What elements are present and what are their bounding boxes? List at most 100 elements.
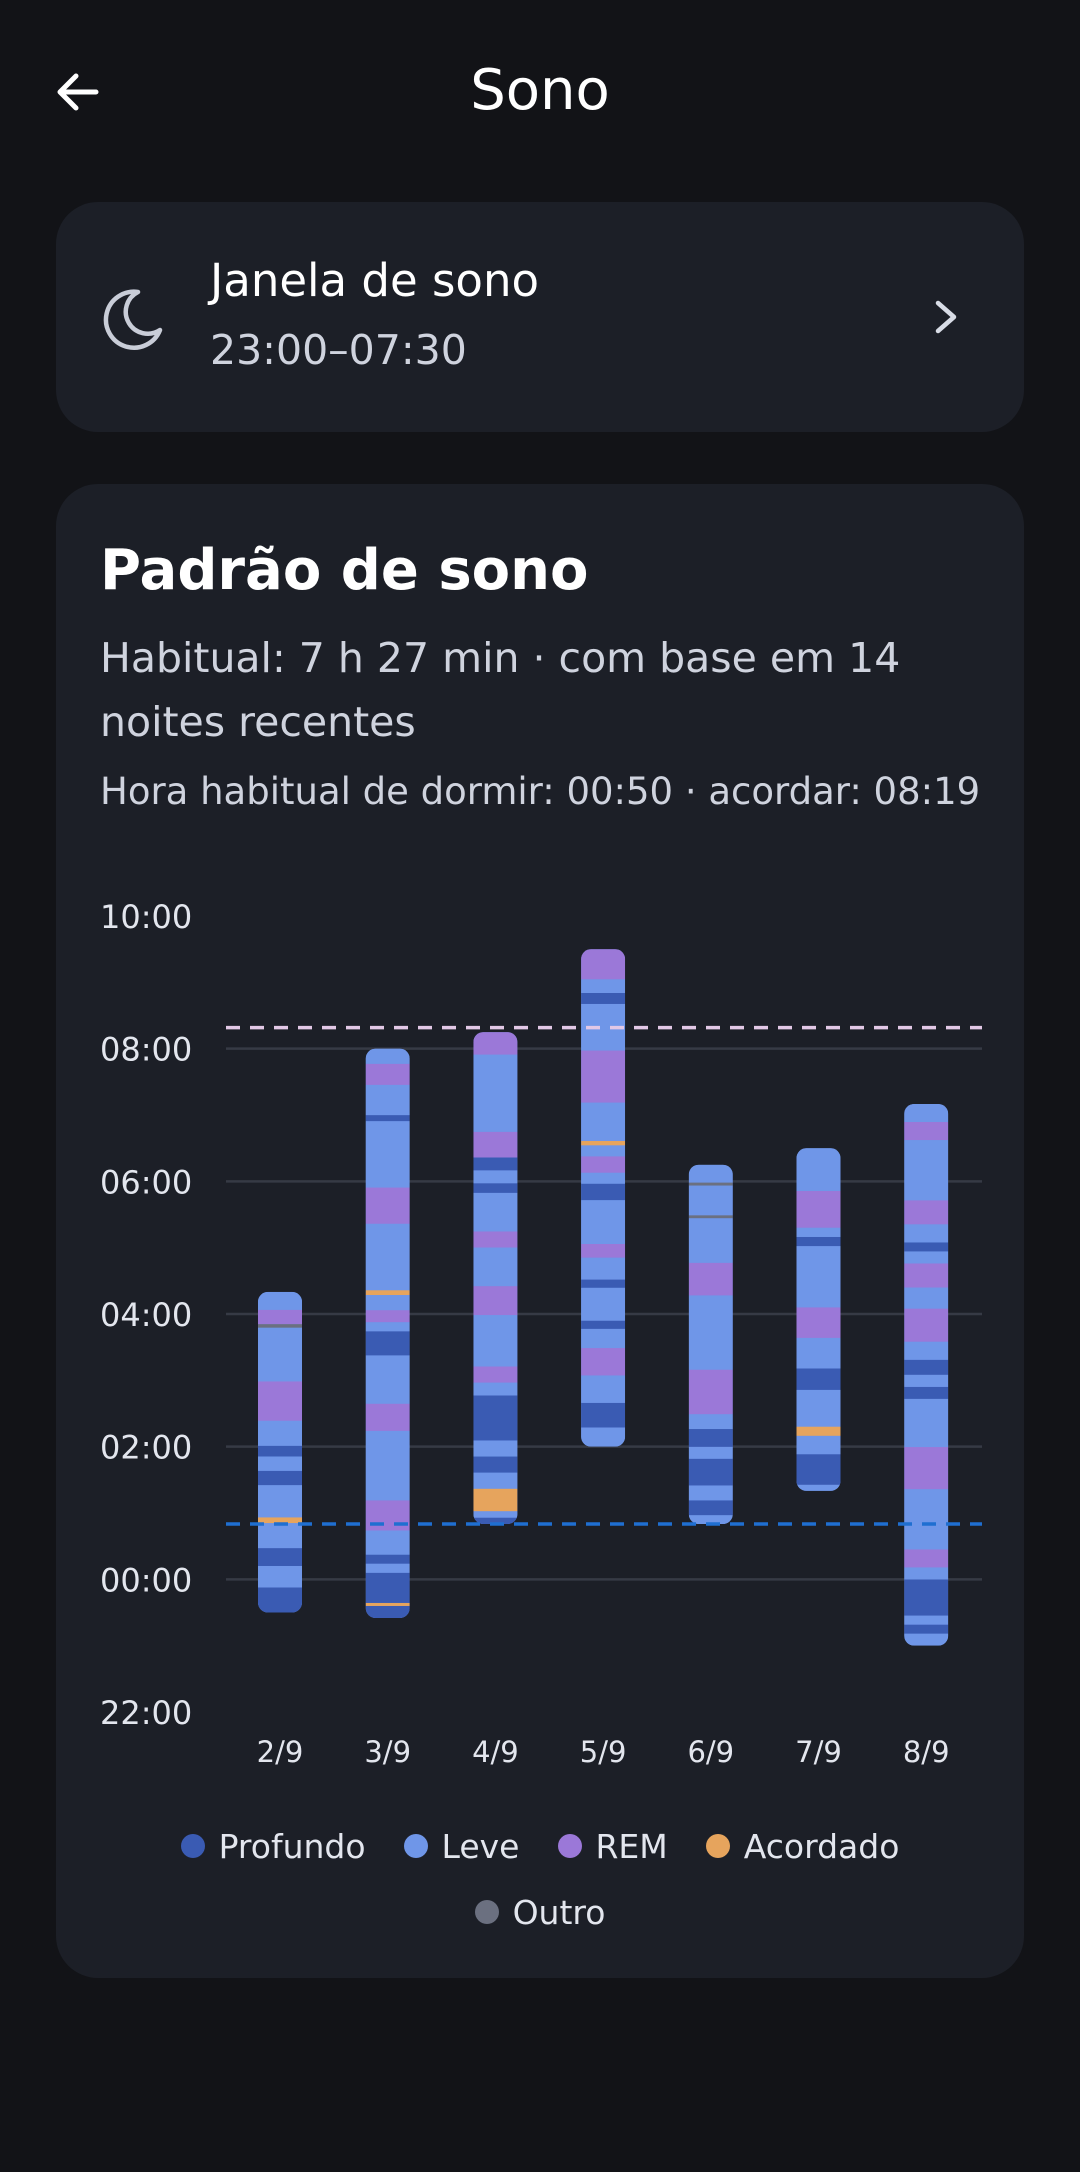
stage-segment-light (365, 1084, 410, 1116)
stage-segment-light (581, 1287, 626, 1321)
stage-segment-awake (258, 1517, 302, 1524)
sleep-pattern-title: Padrão de sono (100, 538, 589, 603)
stage-segment-light (688, 1414, 733, 1430)
stage-segment-deep (796, 1236, 841, 1247)
legend-dot (557, 1834, 582, 1858)
stage-segment-light (258, 1420, 302, 1446)
stage-segment-deep (904, 1386, 949, 1399)
stage-segment-awake (581, 1140, 626, 1146)
stage-segment-light (258, 1456, 302, 1471)
stage-segment-light (904, 1251, 949, 1264)
stage-segment-rem (581, 1243, 626, 1258)
stage-segment-light (258, 1565, 302, 1588)
stage-segment-light (581, 1102, 626, 1141)
stage-segment-light (904, 1224, 949, 1243)
stage-segment-light (581, 1257, 626, 1280)
stage-segment-rem (904, 1122, 949, 1141)
stage-segment-deep (365, 1572, 410, 1603)
stage-segment-light (581, 1172, 626, 1184)
stage-segment-awake (473, 1488, 518, 1512)
stage-segment-light (365, 1563, 410, 1573)
stage-segment-rem (473, 1286, 518, 1316)
page-title: Sono (470, 58, 610, 123)
x-tick-label: 4/9 (472, 1735, 519, 1769)
stage-segment-rem (796, 1191, 841, 1228)
y-tick-label: 00:00 (100, 1561, 192, 1599)
stage-segment-light (258, 1327, 302, 1382)
stage-segment-rem (904, 1549, 949, 1568)
stage-segment-light (581, 1375, 626, 1403)
x-tick-label: 7/9 (795, 1735, 842, 1769)
stage-segment-light (258, 1523, 302, 1549)
stage-segment-rem (473, 1032, 518, 1055)
stage-segment-awake (365, 1290, 410, 1296)
arrow-left-icon (57, 73, 99, 111)
legend-item-light: Leve (403, 1824, 520, 1868)
stage-segment-deep (365, 1331, 410, 1356)
stage-segment-light (365, 1322, 410, 1332)
stage-segment-awake (365, 1602, 410, 1606)
stage-segment-light (473, 1472, 518, 1489)
stage-segment-light (904, 1615, 949, 1625)
legend-label: Outro (512, 1892, 606, 1932)
stage-segment-deep (258, 1548, 302, 1566)
stage-segment-light (688, 1515, 733, 1525)
sleep-bar (904, 1103, 949, 1646)
legend-item-other: Outro (474, 1890, 606, 1934)
stage-segment-deep (796, 1368, 841, 1390)
stage-segment-rem (365, 1403, 410, 1431)
legend-item-rem: REM (557, 1824, 668, 1868)
stage-segment-light (581, 1200, 626, 1244)
x-tick-label: 5/9 (580, 1735, 627, 1769)
legend-dot (403, 1834, 428, 1858)
sleep-bar (258, 1291, 302, 1613)
stage-segment-rem (688, 1262, 733, 1296)
y-tick-label: 04:00 (100, 1296, 192, 1334)
x-tick-label: 2/9 (257, 1735, 304, 1769)
stage-segment-light (796, 1389, 841, 1427)
stage-segment-deep (688, 1429, 733, 1447)
chevron-right-icon (935, 300, 957, 334)
back-button[interactable] (48, 62, 108, 122)
x-tick-label: 8/9 (903, 1735, 950, 1769)
legend-item-awake: Acordado (705, 1824, 900, 1868)
stage-segment-deep (581, 992, 626, 1004)
stage-segment-rem (904, 1308, 949, 1342)
sleep-bar (473, 1032, 518, 1525)
stage-segment-light (904, 1341, 949, 1360)
stage-segment-deep (904, 1624, 949, 1634)
stage-segment-rem (796, 1307, 841, 1338)
stage-segment-rem (473, 1366, 518, 1383)
stage-segment-rem (581, 949, 626, 980)
legend-label: Acordado (743, 1826, 900, 1866)
stage-segment-deep (796, 1454, 841, 1485)
legend-dot (180, 1834, 205, 1858)
stage-segment-rem (473, 1131, 518, 1158)
moon-icon (103, 289, 163, 350)
stage-segment-deep (688, 1500, 733, 1516)
stage-segment-deep (473, 1517, 518, 1525)
stage-segment-deep (365, 1115, 410, 1122)
legend-dot (474, 1900, 499, 1924)
stage-segment-deep (258, 1445, 302, 1457)
stage-segment-deep (258, 1587, 302, 1613)
stage-segment-light (473, 1170, 518, 1184)
stage-segment-light (688, 1446, 733, 1459)
sleep-window-card[interactable]: Janela de sono 23:00–07:30 (56, 202, 1024, 432)
stage-segment-rem (904, 1263, 949, 1288)
sleep-bar (688, 1164, 733, 1525)
sleep-bar (365, 1048, 410, 1619)
x-tick-label: 6/9 (687, 1735, 734, 1769)
stage-segment-light (904, 1489, 949, 1550)
chart-legend: Profundo Leve REM Acordado Outro (56, 1824, 1024, 1934)
stage-segment-deep (688, 1458, 733, 1486)
stage-segment-deep (258, 1470, 302, 1486)
stage-segment-light (473, 1440, 518, 1457)
stage-segment-other (688, 1215, 733, 1219)
stage-segment-deep (904, 1359, 949, 1375)
sleep-pattern-summary: Habitual: 7 h 27 min · com base em 14 no… (100, 634, 901, 746)
stage-segment-rem (581, 1156, 626, 1173)
stage-segment-deep (473, 1456, 518, 1473)
stage-segment-light (688, 1164, 733, 1183)
stage-segment-light (796, 1227, 841, 1237)
